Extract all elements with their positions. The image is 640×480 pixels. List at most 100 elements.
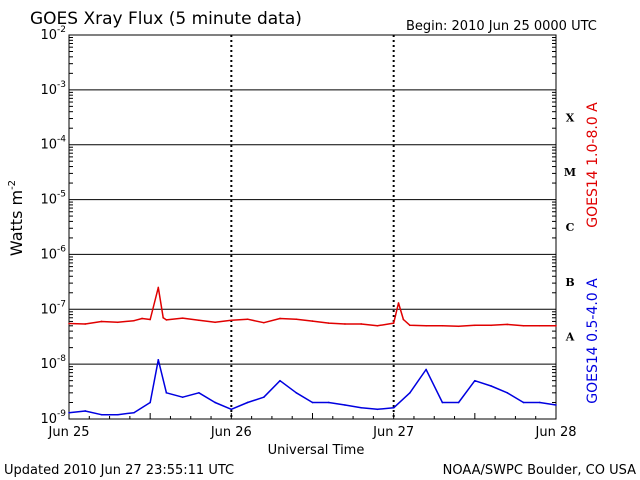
- series-1-point: [311, 401, 314, 404]
- series-0-point: [506, 323, 509, 326]
- y-tick-label-2: 10-7: [40, 299, 66, 317]
- series-1-point: [376, 408, 379, 411]
- series-0-point: [116, 321, 119, 324]
- series-1-point: [246, 401, 249, 404]
- series-0-point: [327, 322, 330, 324]
- series-0-point: [68, 322, 70, 325]
- series-0-point: [425, 324, 427, 327]
- series-1-point: [263, 396, 265, 398]
- y-tick-label-4: 10-5: [40, 190, 66, 208]
- y-tick-label-exponent: -5: [57, 190, 66, 200]
- x-tick-label-2: Jun 27: [372, 425, 414, 440]
- flare-class-label-B: B: [565, 276, 574, 289]
- y-axis-label-exponent: -2: [7, 180, 18, 190]
- x-tick-label-0: Jun 25: [48, 425, 90, 440]
- y-tick-label-exponent: -8: [57, 354, 66, 364]
- series-0-point: [392, 322, 395, 324]
- y-tick-label-0: 10-9: [40, 409, 66, 427]
- series-0-point: [397, 302, 400, 304]
- series-0-point: [214, 321, 216, 324]
- y-tick-label-base: 10: [40, 247, 57, 262]
- series-1-point: [181, 396, 184, 398]
- series-0-point: [311, 320, 314, 322]
- y-tick-label-base: 10: [40, 412, 57, 427]
- series-1-point: [230, 408, 233, 411]
- series-0-point: [555, 324, 557, 327]
- series-0-point: [181, 317, 184, 319]
- series-0-point: [263, 321, 265, 324]
- y-tick-label-5: 10-4: [40, 135, 66, 153]
- legend-series-1: GOES14 0.5-4.0 A: [585, 278, 601, 404]
- series-0-point: [149, 318, 151, 321]
- series-0-point: [230, 319, 233, 322]
- flare-class-label-C: C: [566, 221, 575, 234]
- series-1-point: [214, 401, 216, 404]
- y-tick-label-exponent: -4: [57, 135, 66, 145]
- series-1-point: [522, 401, 525, 404]
- series-0-point: [279, 317, 281, 320]
- y-tick-label-3: 10-6: [40, 244, 66, 262]
- series-line-0: [68, 286, 556, 328]
- series-1-point: [68, 411, 70, 414]
- footer-updated: Updated 2010 Jun 27 23:55:11 UTC: [4, 463, 234, 478]
- series-1-point: [327, 401, 330, 404]
- series-1-point: [360, 407, 363, 409]
- series-0-point: [490, 324, 492, 327]
- x-tick-label-3: Jun 28: [535, 425, 577, 440]
- y-tick-label-base: 10: [40, 28, 57, 43]
- y-tick-label-exponent: -6: [57, 244, 66, 254]
- footer-source: NOAA/SWPC Boulder, CO USA: [443, 463, 636, 478]
- series-1-point: [538, 401, 541, 404]
- series-1-point: [344, 404, 346, 406]
- series-1-point: [198, 392, 200, 394]
- series-0-point: [522, 324, 525, 327]
- series-1-point: [409, 392, 411, 394]
- y-tick-label-exponent: -2: [57, 25, 66, 35]
- series-0-point: [141, 317, 143, 320]
- y-axis-label-text: Watts m: [7, 190, 26, 256]
- series-0-point: [295, 318, 298, 320]
- series-1-point: [457, 401, 460, 404]
- series-1-point: [474, 379, 476, 382]
- series-1-point: [506, 392, 509, 394]
- flare-class-label-A: A: [565, 331, 575, 344]
- y-tick-label-exponent: -3: [57, 80, 66, 90]
- series-1-point: [490, 385, 492, 387]
- series-0-point: [133, 319, 135, 322]
- series-1-point: [84, 410, 87, 412]
- x-axis-label: Universal Time: [268, 443, 365, 458]
- series-0-point: [376, 324, 379, 327]
- series-0-point: [344, 323, 346, 325]
- series-0-point: [198, 319, 200, 322]
- series-1-point: [295, 392, 298, 394]
- y-tick-label-7: 10-2: [40, 25, 66, 43]
- series-0-point: [100, 320, 103, 323]
- series-1-point: [441, 401, 444, 404]
- y-tick-label-base: 10: [40, 83, 57, 98]
- y-tick-label-base: 10: [40, 138, 57, 153]
- legend-series-0: GOES14 1.0-8.0 A: [585, 102, 601, 228]
- series-0-point: [402, 318, 405, 321]
- begin-label: Begin: 2010 Jun 25 0000 UTC: [406, 19, 597, 34]
- series-0-point: [441, 324, 444, 327]
- y-tick-label-base: 10: [40, 357, 57, 372]
- series-line-1: [68, 359, 557, 416]
- series-1-point: [133, 411, 135, 414]
- series-0-point: [409, 324, 411, 327]
- series-1-point: [555, 404, 557, 406]
- x-tick-label-1: Jun 26: [210, 425, 252, 440]
- flare-class-label-X: X: [566, 111, 575, 124]
- series-0-point: [474, 324, 476, 327]
- series-0-point: [538, 324, 541, 327]
- plot-frame: [68, 34, 557, 420]
- series-0-point: [157, 286, 160, 289]
- series-0-point: [457, 325, 460, 328]
- chart-title: GOES Xray Flux (5 minute data): [30, 9, 302, 29]
- series-1-point: [392, 407, 395, 409]
- y-tick-label-exponent: -7: [57, 299, 66, 309]
- series-0-point: [84, 323, 87, 325]
- y-tick-label-1: 10-8: [40, 354, 66, 372]
- series-1-point: [157, 358, 160, 361]
